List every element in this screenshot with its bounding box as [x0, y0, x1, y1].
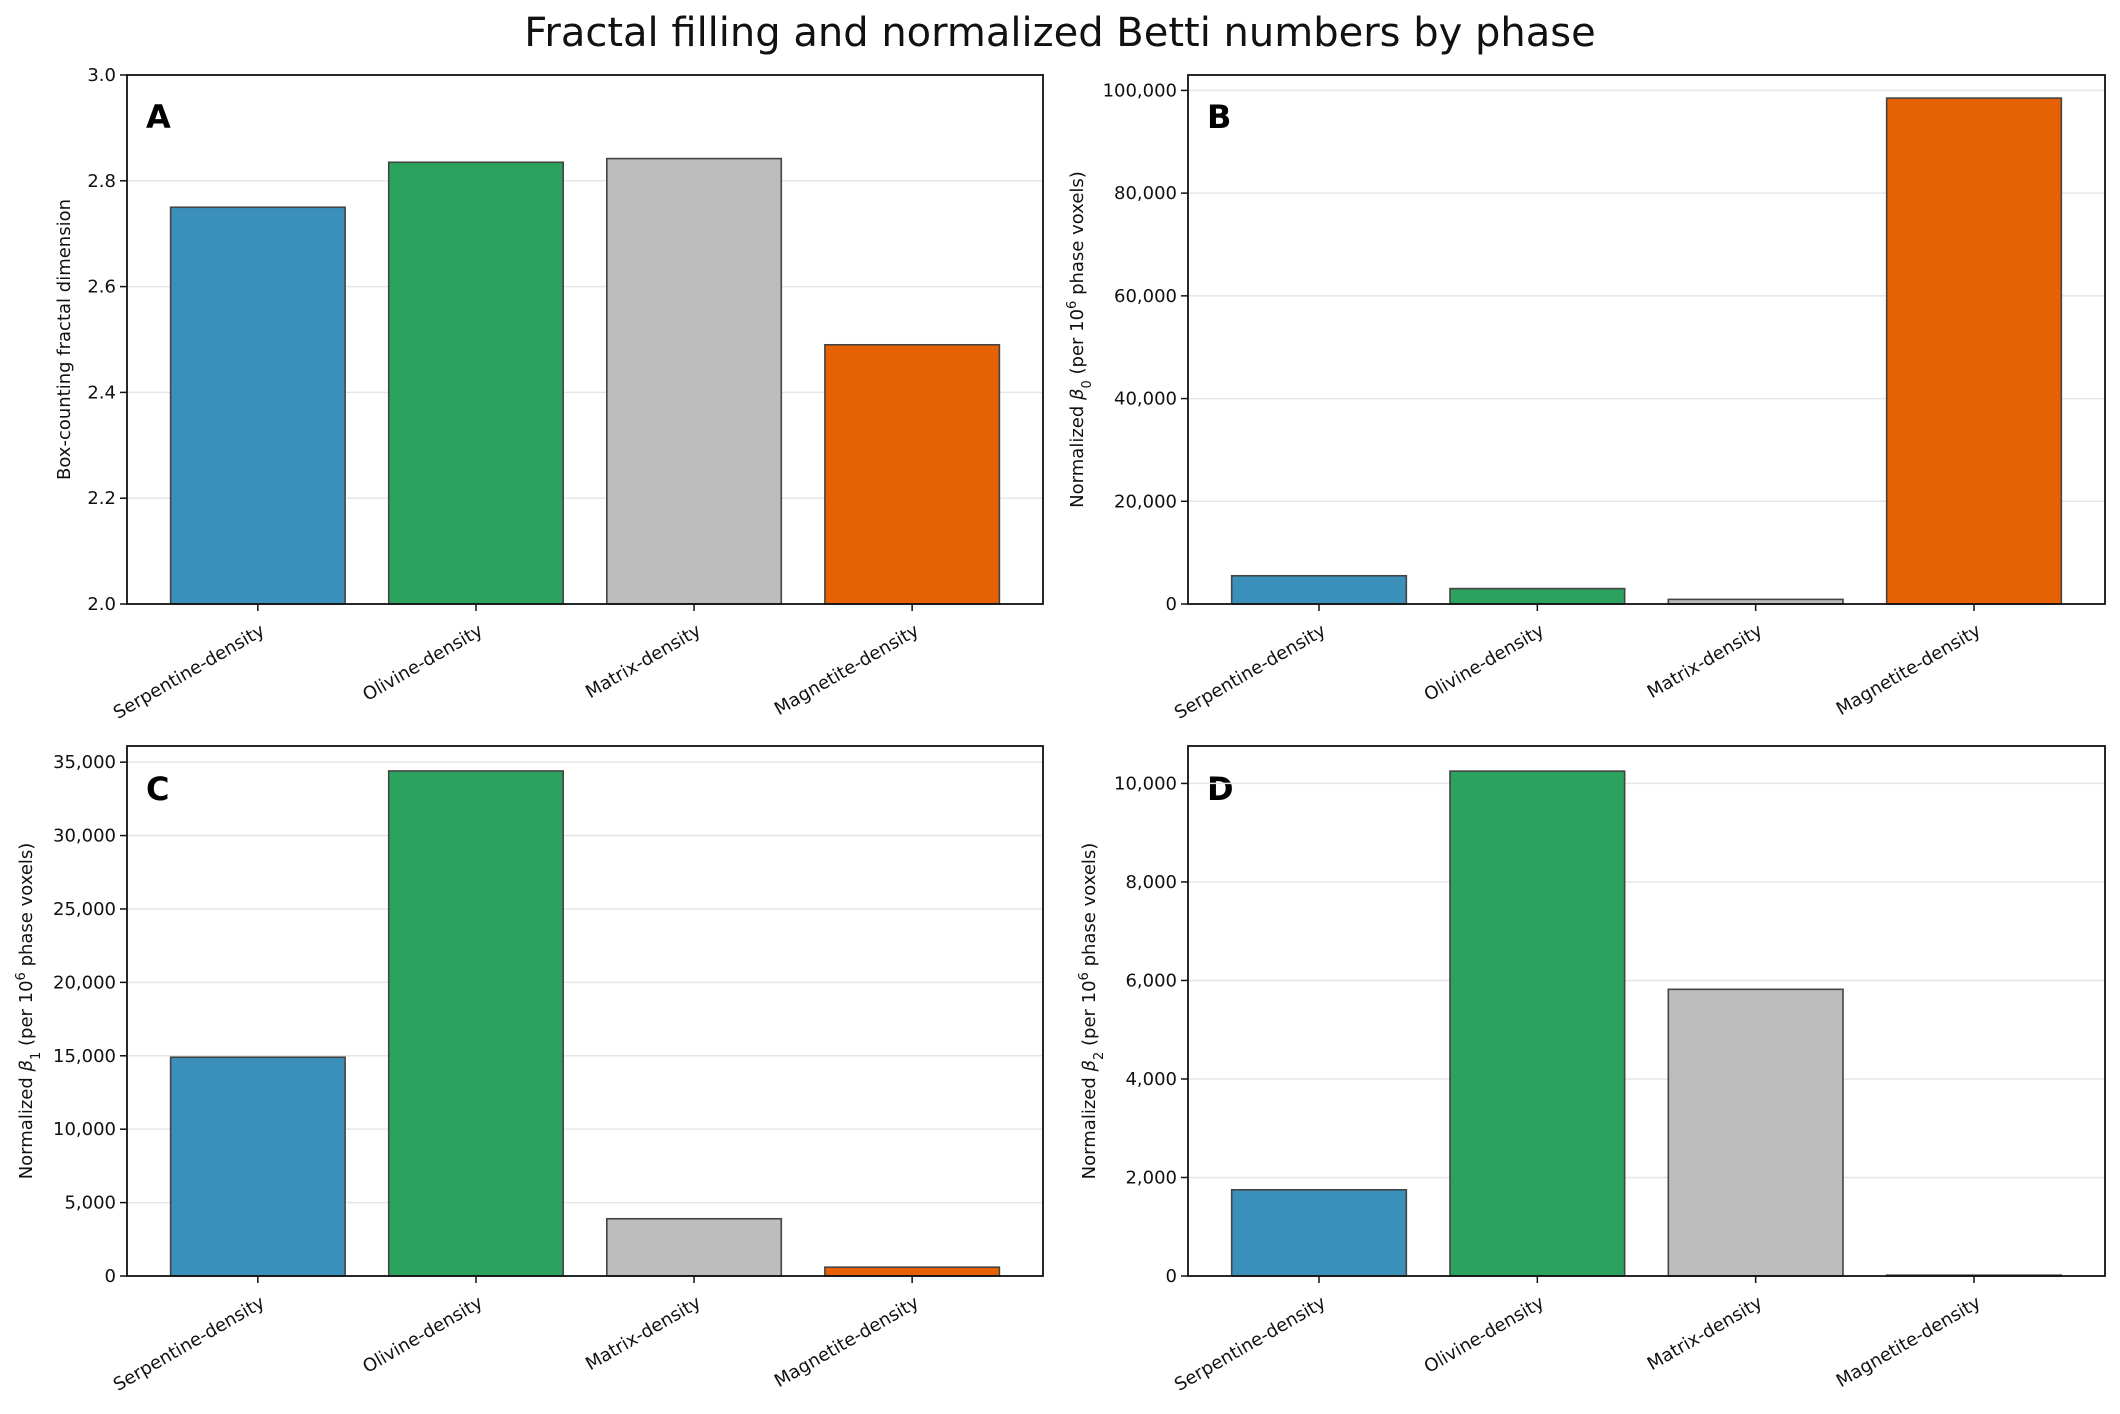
panel-b-ytick-label: 40,000 [1114, 389, 1177, 410]
panel-c-ytick-label: 20,000 [53, 972, 116, 993]
panel-c-xtick-label: Magnetite-density [771, 1292, 923, 1392]
panel-c-ytick-label: 30,000 [53, 826, 116, 847]
panel-a-ytick-label: 3.0 [87, 65, 116, 86]
panel-c-plot: 0 5,000 10,000 15,000 20,000 25,000 30,000 35,0… [14, 745, 1044, 1396]
panel-a-letter: A [146, 98, 171, 136]
panel-d-bar-olivine-density [1449, 770, 1626, 1277]
panel-d-ytick-label: 4,000 [1125, 1069, 1177, 1090]
panel-d-ylabel: Normalized β2 (per 106 phase voxels) [1077, 843, 1107, 1180]
panel-a-xtick-label: Olivine-density [359, 620, 487, 706]
panel-b-ytick-label: 60,000 [1114, 286, 1177, 307]
panel-b-ytick-label: 80,000 [1114, 183, 1177, 204]
panel-c-ytick-label: 5,000 [64, 1193, 116, 1214]
panel-b-bar-magnetite-density [1885, 97, 2063, 605]
panel-a-bar-olivine-density [387, 161, 564, 605]
panel-c-xtick-label: Olivine-density [359, 1292, 487, 1378]
panel-c-ylabel: Normalized β1 (per 106 phase voxels) [14, 843, 44, 1180]
panel-a-axes-frame [126, 74, 1044, 605]
panel-a-ylabel: Box-counting fractal dimension [54, 199, 75, 480]
panel-d: D 0 2,000 4,000 6,000 8,000 10,000 Serpentine-… [1077, 745, 2106, 1396]
panel-a-bar-matrix-density [606, 157, 783, 605]
panel-b-xtick-label: Matrix-density [1644, 620, 1767, 703]
panel-d-xtick-label: Serpentine-density [1171, 1292, 1330, 1396]
panel-c-ytick-label: 15,000 [53, 1046, 116, 1067]
panel-d-letter: D [1207, 770, 1234, 808]
panel-a-ytick-label: 2.4 [87, 382, 116, 403]
panel-d-xtick-label: Magnetite-density [1833, 1292, 1985, 1392]
panel-b-ytick-label: 20,000 [1114, 491, 1177, 512]
panel-d-plot: 0 2,000 4,000 6,000 8,000 10,000 Serpentine-de… [1077, 745, 2106, 1396]
panel-a-bar-serpentine-density [169, 206, 346, 605]
panel-c-ytick-label: 0 [105, 1266, 116, 1287]
panel-c-bar-olivine-density [387, 770, 564, 1277]
panel-d-axes-frame [1187, 745, 2106, 1277]
panel-a-ytick-label: 2.8 [87, 171, 116, 192]
panel-a-plot: 2.0 2.2 2.4 2.6 2.8 3.0 Serpentine-density Oliv… [54, 65, 1044, 724]
panel-b-bar-serpentine-density [1230, 574, 1408, 605]
panel-b-plot: 0 20,000 40,000 60,000 80,000 100,000 Serpenti… [1065, 74, 2106, 724]
panel-a-bar-magnetite-density [824, 343, 1001, 605]
panel-a-ytick-label: 2.0 [87, 594, 116, 615]
panel-a-ytick-label: 2.6 [87, 277, 116, 298]
panel-b-bar-olivine-density [1449, 587, 1626, 605]
panel-d-bar-matrix-density [1667, 988, 1844, 1277]
panel-c: C 0 5,000 10,000 15,000 20,000 25,000 30,000 35… [14, 745, 1044, 1396]
panel-c-ytick-label: 25,000 [53, 899, 116, 920]
panel-a-xtick-label: Matrix-density [582, 620, 705, 703]
panel-b-ytick-label: 0 [1166, 594, 1177, 615]
panel-c-xtick-label: Serpentine-density [110, 1292, 269, 1396]
panel-d-xtick-label: Matrix-density [1644, 1292, 1767, 1375]
panel-a-xtick-label: Serpentine-density [110, 620, 269, 724]
panel-c-bar-matrix-density [606, 1217, 783, 1277]
figure-title: Fractal filling and normalized Betti num… [524, 10, 1595, 56]
panel-b-axes-frame [1187, 74, 2106, 605]
panel-d-ytick-label: 2,000 [1125, 1167, 1177, 1188]
panel-d-ytick-label: 8,000 [1125, 872, 1177, 893]
panel-a-xtick-label: Magnetite-density [771, 620, 923, 720]
panel-d-ytick-label: 6,000 [1125, 970, 1177, 991]
panel-c-ytick-label: 10,000 [53, 1119, 116, 1140]
panel-a-ytick-label: 2.2 [87, 488, 116, 509]
panel-c-bar-serpentine-density [169, 1056, 346, 1277]
panel-d-bar-serpentine-density [1230, 1189, 1408, 1277]
panel-b-xtick-label: Magnetite-density [1833, 620, 1985, 720]
panel-b: B 0 20,000 40,000 60,000 80,000 100,000 Serpen… [1065, 74, 2106, 724]
panel-b-ylabel: Normalized β0 (per 106 phase voxels) [1065, 171, 1095, 508]
panel-c-letter: C [146, 770, 169, 808]
panel-c-bar-magnetite-density [824, 1266, 1001, 1277]
panel-c-axes-frame [126, 745, 1044, 1277]
panel-d-ytick-label: 0 [1166, 1266, 1177, 1287]
panel-b-xtick-label: Olivine-density [1421, 620, 1549, 706]
panel-d-ytick-label: 10,000 [1114, 773, 1177, 794]
panel-c-ytick-label: 35,000 [53, 752, 116, 773]
panel-b-ytick-label: 100,000 [1103, 80, 1177, 101]
panel-a: A 2.0 2.2 2.4 2.6 2.8 3.0 Serpentine-density Ol… [54, 65, 1044, 724]
panel-b-letter: B [1207, 98, 1231, 136]
panel-b-xtick-label: Serpentine-density [1171, 620, 1330, 724]
panel-d-xtick-label: Olivine-density [1421, 1292, 1549, 1378]
panel-c-xtick-label: Matrix-density [582, 1292, 705, 1375]
